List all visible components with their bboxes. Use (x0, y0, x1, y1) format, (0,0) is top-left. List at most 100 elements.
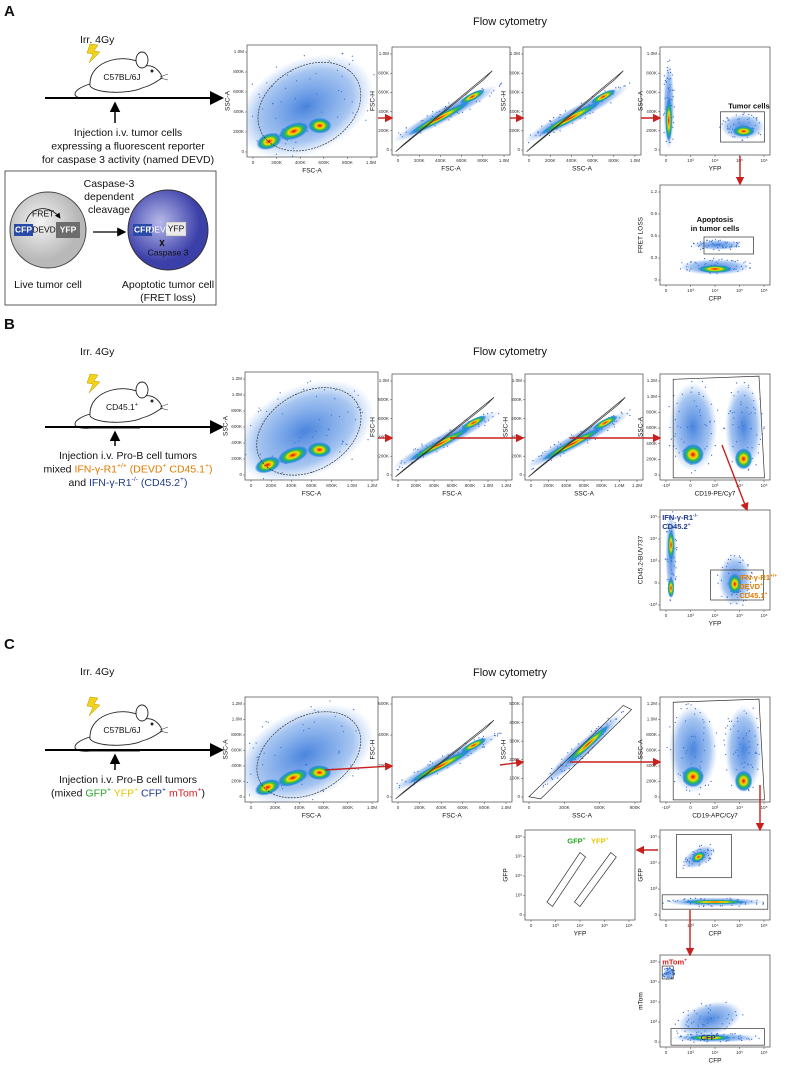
section-title: Flow cytometry (473, 667, 547, 679)
x-tick-label: 800K (479, 805, 491, 810)
event-dot (676, 1030, 678, 1032)
event-dot (701, 380, 704, 383)
devd-label: DEVD (32, 224, 56, 234)
cleavage-label: dependent (84, 191, 134, 203)
event-dot (744, 261, 746, 263)
plot-frame (659, 509, 771, 611)
injection-text: Injection i.v. tumor cells (74, 127, 182, 139)
event-dot (663, 131, 665, 134)
y-axis-label: SSC-A (225, 90, 232, 111)
density (679, 239, 751, 275)
density-core (728, 574, 742, 594)
event-dot (763, 428, 765, 430)
y-axis-label: SSC-H (501, 91, 508, 112)
text-segment: + (606, 837, 609, 842)
density-core (592, 415, 618, 431)
gate (395, 397, 495, 478)
event-dot (717, 409, 719, 411)
y-tick-label: 1.0M (647, 51, 657, 56)
y-tick-label: 10³ (650, 886, 657, 891)
gate (256, 387, 362, 476)
y-tick-label: 1.2M (647, 378, 657, 383)
y-tick-label: -10³ (649, 602, 658, 607)
y-tick-label: 0 (519, 472, 522, 477)
event-dot (725, 733, 727, 735)
event-dot (629, 414, 631, 417)
x-tick-label: 1.0M (501, 805, 511, 810)
y-tick-label: 400K (233, 109, 245, 114)
density-core (460, 415, 487, 431)
event-dot (662, 974, 664, 976)
gate-label: CD45.2+ (662, 522, 690, 531)
gate (257, 61, 362, 152)
gate (676, 834, 732, 879)
x-tick-label: 10³ (687, 923, 694, 928)
y-tick-label: 0 (241, 149, 244, 154)
text-segment: + (134, 787, 138, 794)
y-axis-label: mTom (638, 992, 645, 1010)
y-tick-label: 0.3 (651, 255, 658, 260)
event-dot (500, 83, 502, 85)
cleavage-label: cleavage (88, 204, 130, 216)
x-tick-label: 0 (397, 805, 400, 810)
event-dot (551, 767, 553, 770)
event-dot (500, 732, 502, 734)
injection-text: expressing a fluorescent reporter (51, 140, 205, 152)
text-segment: in tumor cells (691, 224, 740, 233)
x-axis-label: FSC-A (442, 491, 462, 498)
x-tick-label: 200K (411, 483, 423, 488)
x-tick-label: 10³ (712, 483, 719, 488)
x-tick-label: 0 (250, 805, 253, 810)
event-dot (682, 867, 684, 869)
y-tick-label: 1.0M (232, 392, 242, 397)
text-segment: ) (202, 787, 206, 799)
y-tick-label: 500K (509, 701, 521, 706)
x-tick-label: 10⁴ (711, 288, 718, 293)
event-dot (691, 380, 693, 383)
gate (720, 111, 765, 143)
event-dot (312, 799, 314, 801)
text-segment: for caspase 3 activity (named DEVD) (42, 154, 214, 166)
x-tick-label: 800K (342, 805, 354, 810)
x-tick-label: 10⁴ (736, 805, 743, 810)
x-tick-label: 10⁴ (711, 1050, 718, 1055)
y-axis-label: GFP (503, 868, 510, 881)
density (523, 409, 631, 471)
event-dot (531, 468, 533, 470)
y-tick-label: 200K (511, 453, 523, 458)
y-tick-label: 200K (231, 779, 243, 784)
x-tick-label: 0 (528, 158, 531, 163)
x-axis-label: FSC-A (302, 813, 322, 820)
density (668, 380, 765, 474)
event-dot (478, 737, 480, 739)
x-tick-label: 400K (429, 483, 441, 488)
y-tick-label: 800K (233, 69, 245, 74)
event-dot (704, 386, 707, 388)
event-dot (662, 902, 664, 904)
event-dot (532, 467, 535, 469)
event-dot (499, 84, 501, 86)
density-halo (668, 382, 718, 472)
gate (256, 711, 362, 799)
x-tick-label: 200K (270, 805, 282, 810)
event-dot (755, 464, 757, 466)
text-segment: mixed (44, 463, 75, 475)
x-tick-label: 600K (306, 483, 318, 488)
density (392, 410, 500, 471)
event-dot (523, 470, 524, 471)
x-axis-label: FSC-A (302, 491, 322, 498)
event-dot (260, 802, 261, 803)
text-segment: + (688, 523, 691, 528)
text-segment: IFN-γ-R1 (739, 573, 770, 582)
density-core (540, 427, 604, 461)
text-segment: Injection i.v. tumor cells (74, 127, 182, 139)
text-segment: IFN-γ-R1 (662, 513, 693, 522)
yfp-box (56, 222, 80, 238)
y-tick-label: 200K (231, 456, 243, 461)
x-tick-label: 400K (435, 158, 447, 163)
apoptotic-label: Apoptotic tumor cell (122, 279, 214, 291)
event-dot (672, 138, 674, 140)
y-tick-label: 600K (646, 748, 658, 753)
event-dot (700, 1003, 703, 1005)
